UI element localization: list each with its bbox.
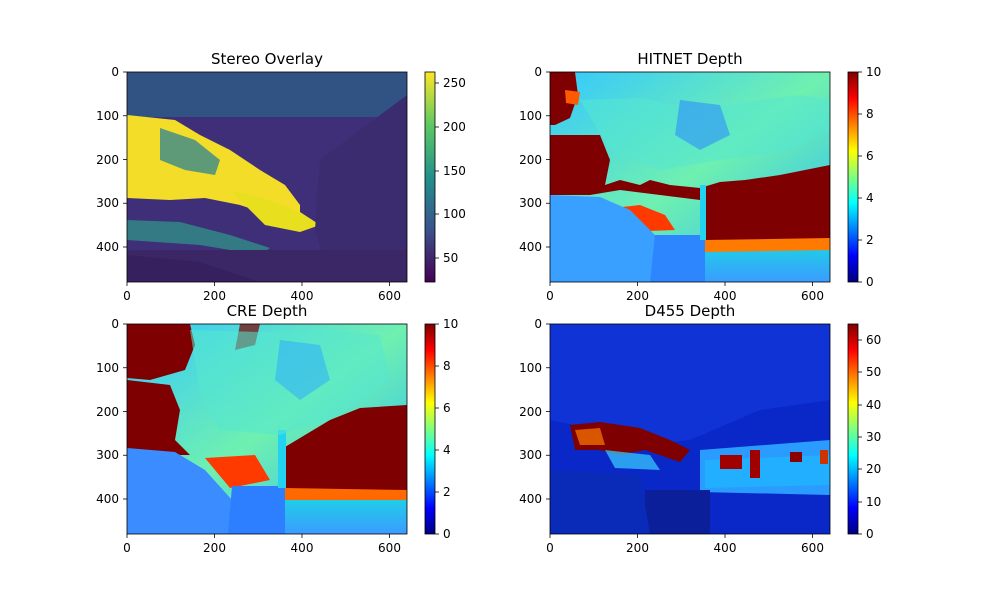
y-tick-label: 0 bbox=[111, 65, 119, 79]
y-tick-label: 200 bbox=[519, 153, 542, 167]
y-tick-label: 400 bbox=[519, 492, 542, 506]
y-axis: 0 100 200 300 400 bbox=[519, 317, 550, 506]
colorbar-tick-label: 0 bbox=[866, 275, 874, 289]
colorbar-tick-label: 6 bbox=[866, 149, 874, 163]
x-tick-label: 600 bbox=[378, 541, 401, 555]
x-tick-label: 200 bbox=[203, 289, 226, 303]
x-axis: 0 200 400 600 bbox=[123, 534, 401, 555]
colorbar-tick-label: 150 bbox=[443, 164, 466, 178]
panel-title: HITNET Depth bbox=[637, 50, 742, 68]
x-tick-label: 600 bbox=[378, 289, 401, 303]
colorbar-tick-label: 2 bbox=[443, 485, 451, 499]
y-tick-label: 200 bbox=[519, 405, 542, 419]
colorbar-tick-label: 8 bbox=[443, 359, 451, 373]
panel-stereo-overlay: Stereo Overlay 0 200 400 600 0 100 200 3… bbox=[96, 50, 466, 303]
image-hitnet-depth bbox=[550, 72, 830, 282]
x-axis: 0 200 400 600 bbox=[123, 282, 401, 303]
x-tick-label: 0 bbox=[123, 541, 131, 555]
plot-frame bbox=[549, 71, 831, 283]
colorbar-tick-label: 10 bbox=[866, 495, 881, 509]
x-axis: 0 200 400 600 bbox=[546, 534, 824, 555]
colorbar: 0 2 4 6 8 10 bbox=[424, 317, 458, 541]
panel-title: Stereo Overlay bbox=[211, 50, 323, 68]
plot-frame bbox=[126, 71, 408, 283]
y-tick-label: 300 bbox=[519, 448, 542, 462]
colorbar-tick-label: 40 bbox=[866, 398, 881, 412]
x-tick-label: 200 bbox=[203, 541, 226, 555]
y-tick-label: 200 bbox=[96, 405, 119, 419]
panel-d455-depth: D455 Depth 0 200 400 600 0 100 200 300 4… bbox=[519, 302, 881, 555]
colorbar-tick-label: 50 bbox=[443, 251, 458, 265]
colorbar-tick-label: 4 bbox=[866, 191, 874, 205]
y-tick-label: 400 bbox=[96, 240, 119, 254]
colorbar: 0 2 4 6 8 10 bbox=[847, 65, 881, 289]
panel-title: CRE Depth bbox=[227, 302, 308, 320]
y-tick-label: 100 bbox=[519, 109, 542, 123]
x-axis: 0 200 400 600 bbox=[546, 282, 824, 303]
colorbar-tick-label: 50 bbox=[866, 365, 881, 379]
colorbar-tick-label: 2 bbox=[866, 233, 874, 247]
y-tick-label: 300 bbox=[519, 196, 542, 210]
image-cre-depth bbox=[127, 324, 407, 534]
y-tick-label: 100 bbox=[96, 361, 119, 375]
x-tick-label: 0 bbox=[546, 541, 554, 555]
y-tick-label: 100 bbox=[96, 109, 119, 123]
x-tick-label: 600 bbox=[801, 541, 824, 555]
y-axis: 0 100 200 300 400 bbox=[96, 317, 127, 506]
panel-title: D455 Depth bbox=[645, 302, 736, 320]
y-tick-label: 300 bbox=[96, 448, 119, 462]
colorbar-tick-label: 30 bbox=[866, 430, 881, 444]
image-d455-depth bbox=[550, 324, 830, 534]
colorbar-tick-label: 200 bbox=[443, 120, 466, 134]
x-tick-label: 600 bbox=[801, 289, 824, 303]
panel-cre-depth: CRE Depth 0 200 400 600 0 100 200 300 40… bbox=[96, 302, 458, 555]
colorbar-tick-label: 10 bbox=[443, 317, 458, 331]
x-tick-label: 400 bbox=[714, 289, 737, 303]
x-tick-label: 0 bbox=[546, 289, 554, 303]
colorbar-tick-label: 0 bbox=[443, 527, 451, 541]
colorbar-tick-label: 4 bbox=[443, 443, 451, 457]
x-tick-label: 400 bbox=[714, 541, 737, 555]
x-tick-label: 0 bbox=[123, 289, 131, 303]
y-tick-label: 200 bbox=[96, 153, 119, 167]
x-tick-label: 200 bbox=[626, 289, 649, 303]
y-tick-label: 300 bbox=[96, 196, 119, 210]
y-tick-label: 0 bbox=[111, 317, 119, 331]
panel-hitnet-depth: HITNET Depth 0 200 400 600 0 100 200 300… bbox=[519, 50, 881, 303]
colorbar-tick-label: 250 bbox=[443, 76, 466, 90]
image-stereo-overlay bbox=[127, 72, 407, 282]
colorbar-tick-label: 20 bbox=[866, 462, 881, 476]
y-tick-label: 100 bbox=[519, 361, 542, 375]
colorbar: 50 100 150 200 250 bbox=[424, 71, 466, 283]
y-axis: 0 100 200 300 400 bbox=[96, 65, 127, 254]
y-tick-label: 400 bbox=[96, 492, 119, 506]
plot-frame bbox=[126, 323, 408, 535]
colorbar-tick-label: 8 bbox=[866, 107, 874, 121]
colorbar-tick-label: 100 bbox=[443, 207, 466, 221]
x-tick-label: 200 bbox=[626, 541, 649, 555]
colorbar-tick-label: 60 bbox=[866, 333, 881, 347]
plot-frame bbox=[549, 323, 831, 535]
y-tick-label: 400 bbox=[519, 240, 542, 254]
colorbar-tick-label: 6 bbox=[443, 401, 451, 415]
x-tick-label: 400 bbox=[291, 289, 314, 303]
colorbar-tick-label: 10 bbox=[866, 65, 881, 79]
colorbar: 0 10 20 30 40 50 60 bbox=[847, 323, 881, 541]
y-tick-label: 0 bbox=[534, 65, 542, 79]
y-tick-label: 0 bbox=[534, 317, 542, 331]
y-axis: 0 100 200 300 400 bbox=[519, 65, 550, 254]
x-tick-label: 400 bbox=[291, 541, 314, 555]
colorbar-tick-label: 0 bbox=[866, 527, 874, 541]
